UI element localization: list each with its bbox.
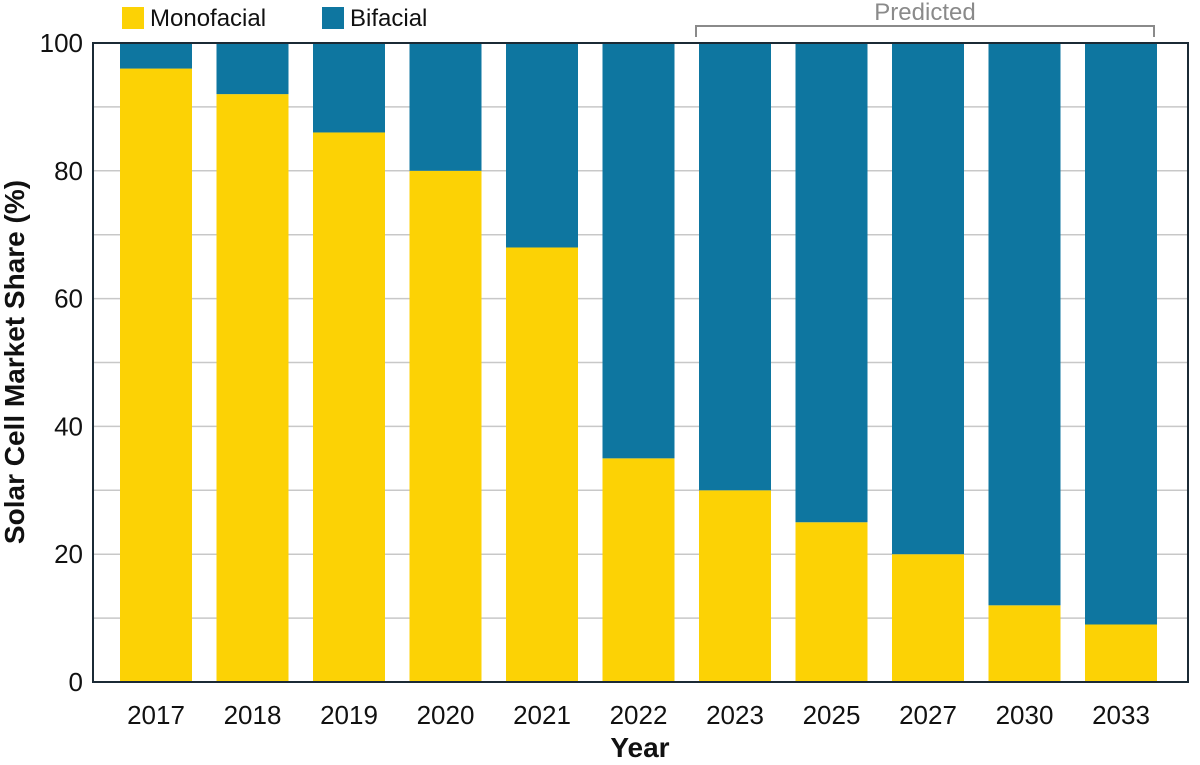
bar-bifacial-2018 xyxy=(216,43,289,95)
x-tick-label: 2025 xyxy=(803,700,861,730)
x-tick-label: 2021 xyxy=(513,700,571,730)
bar-monofacial-2021 xyxy=(506,247,578,683)
x-tick-label: 2023 xyxy=(706,700,764,730)
legend: Monofacial Bifacial xyxy=(122,5,427,32)
y-tick-label: 40 xyxy=(54,411,83,441)
x-axis-title: Year xyxy=(610,732,669,763)
bar-bifacial-2030 xyxy=(988,43,1061,606)
bar-bifacial-2021 xyxy=(506,43,578,248)
bar-monofacial-2030 xyxy=(988,605,1061,682)
x-tick-label: 2022 xyxy=(610,700,668,730)
x-tick-label: 2020 xyxy=(417,700,475,730)
bar-monofacial-2025 xyxy=(795,522,868,682)
x-tick-label: 2018 xyxy=(224,700,282,730)
bar-bifacial-2019 xyxy=(313,43,385,133)
x-tick-label: 2030 xyxy=(996,700,1054,730)
x-tick-label: 2019 xyxy=(320,700,378,730)
x-tick-labels: 2017 2018 2019 2020 2021 2022 2023 2025 2027 2030… xyxy=(127,700,1150,730)
x-tick-label: 2017 xyxy=(127,700,185,730)
bar-bifacial-2022 xyxy=(602,43,675,459)
bar-bifacial-2027 xyxy=(892,43,964,555)
bar-bifacial-2025 xyxy=(795,43,868,523)
y-tick-label: 20 xyxy=(54,539,83,569)
y-tick-label: 100 xyxy=(40,28,83,58)
bar-monofacial-2017 xyxy=(120,68,192,682)
bars xyxy=(120,43,1157,683)
bar-monofacial-2019 xyxy=(313,132,385,682)
x-tick-label: 2027 xyxy=(899,700,957,730)
bar-monofacial-2022 xyxy=(602,458,675,682)
bar-bifacial-2033 xyxy=(1085,43,1157,625)
x-tick-label: 2033 xyxy=(1092,700,1150,730)
bar-monofacial-2033 xyxy=(1085,624,1157,682)
y-tick-label: 80 xyxy=(54,156,83,186)
bar-monofacial-2023 xyxy=(699,490,771,682)
predicted-bracket xyxy=(695,25,1155,37)
predicted-label: Predicted xyxy=(874,0,975,26)
bar-monofacial-2027 xyxy=(892,554,964,682)
plot-frame xyxy=(92,42,1189,683)
bar-bifacial-2017 xyxy=(120,43,192,69)
legend-swatch-monofacial xyxy=(122,7,144,29)
bar-monofacial-2018 xyxy=(216,94,289,683)
legend-label-monofacial: Monofacial xyxy=(150,5,266,32)
bar-monofacial-2020 xyxy=(409,170,482,683)
y-tick-labels: 0 20 40 60 80 100 xyxy=(40,28,83,697)
y-axis-title: Solar Cell Market Share (%) xyxy=(0,180,30,544)
legend-label-bifacial: Bifacial xyxy=(350,5,427,32)
bar-bifacial-2023 xyxy=(699,43,771,491)
bar-bifacial-2020 xyxy=(409,43,482,171)
predicted-annotation: Predicted xyxy=(695,0,1155,37)
y-tick-label: 60 xyxy=(54,284,83,314)
y-tick-label: 0 xyxy=(69,667,83,697)
legend-swatch-bifacial xyxy=(322,7,344,29)
